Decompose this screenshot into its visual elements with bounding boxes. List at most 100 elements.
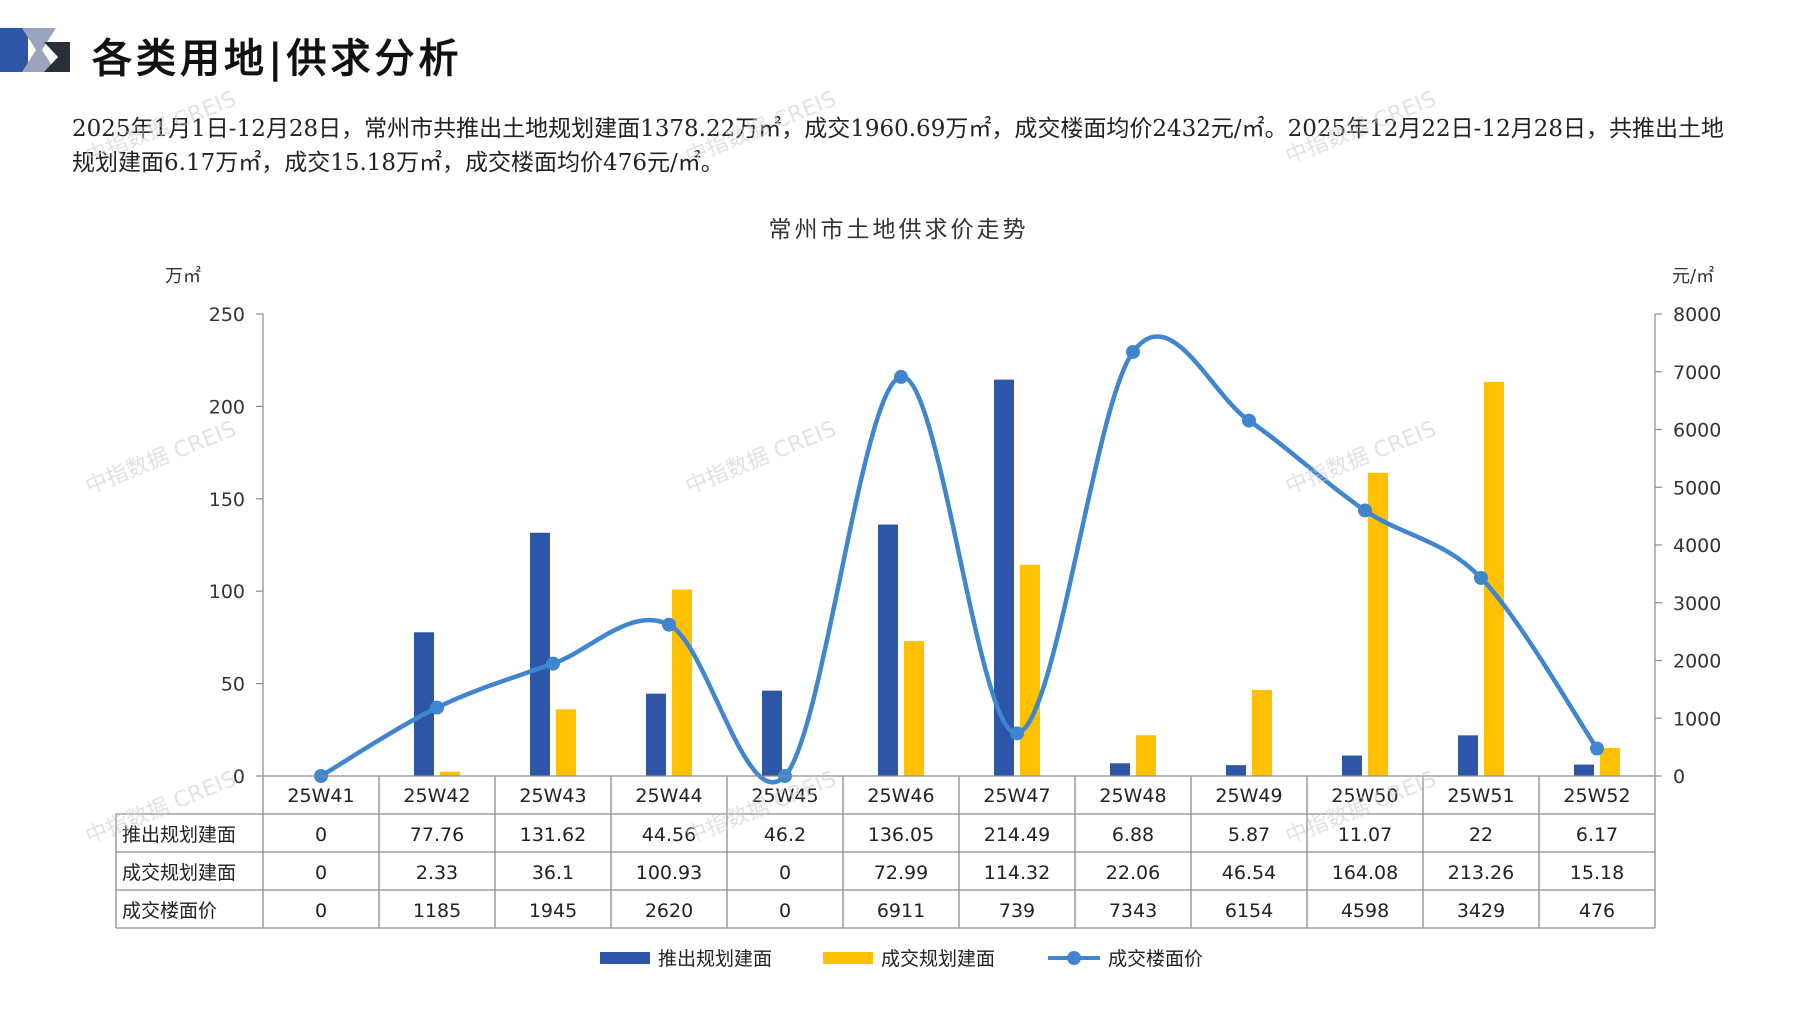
table-cell-3-25W46: 6911: [877, 900, 925, 922]
table-cell-3-25W45: 0: [779, 900, 791, 922]
table-cell-3-25W44: 2620: [645, 900, 693, 922]
table-row-header-2: 成交规划建面: [122, 862, 236, 884]
page-title: 各类用地|供求分析: [92, 35, 463, 82]
bar-supply-25W52: [1574, 764, 1594, 776]
table-cell-3-25W51: 3429: [1457, 900, 1505, 922]
x-tick-label-25W44: 25W44: [635, 785, 702, 807]
bar-supply-25W46: [878, 524, 898, 776]
table-cell-1-25W42: 77.76: [410, 824, 464, 846]
bar-deal-25W47: [1020, 564, 1040, 776]
point-price-25W51: [1474, 570, 1488, 585]
bar-deal-25W42: [440, 771, 460, 776]
table-cell-2-25W41: 0: [315, 862, 327, 884]
table-cell-1-25W45: 46.2: [764, 824, 806, 846]
point-price-25W49: [1242, 413, 1256, 428]
table-cell-1-25W51: 22: [1469, 824, 1493, 846]
bar-deal-25W50: [1368, 472, 1388, 776]
chart-title: 常州市土地供求价走势: [768, 217, 1029, 243]
bar-supply-25W43: [530, 532, 550, 776]
y-left-tick-label: 50: [221, 674, 245, 696]
table-cell-2-25W49: 46.54: [1222, 862, 1276, 884]
summary-text: 2025年1月1日-12月28日，常州市共推出土地规划建面1378.22万㎡，成…: [72, 116, 1724, 176]
table-cell-1-25W49: 5.87: [1228, 824, 1270, 846]
y-right-unit: 元/㎡: [1672, 265, 1714, 287]
table-cell-2-25W44: 100.93: [636, 862, 702, 884]
y-left-tick-label: 200: [209, 396, 245, 418]
x-tick-label-25W43: 25W43: [519, 785, 586, 807]
table-cell-3-25W52: 476: [1579, 900, 1615, 922]
table-cell-1-25W52: 6.17: [1576, 824, 1618, 846]
x-tick-label-25W45: 25W45: [751, 785, 818, 807]
x-tick-label-25W46: 25W46: [867, 785, 934, 807]
table-cell-1-25W44: 44.56: [642, 824, 696, 846]
point-price-25W47: [1010, 726, 1024, 741]
table-cell-3-25W49: 6154: [1225, 900, 1273, 922]
table-cell-2-25W43: 36.1: [532, 862, 574, 884]
legend-swatch-supply: [600, 952, 650, 964]
bar-supply-25W47: [994, 379, 1014, 776]
y-right-tick-label: 7000: [1673, 362, 1721, 384]
x-tick-label-25W49: 25W49: [1215, 785, 1282, 807]
table-cell-3-25W50: 4598: [1341, 900, 1389, 922]
y-left-unit: 万㎡: [165, 265, 201, 287]
bar-deal-25W52: [1600, 747, 1620, 776]
bar-supply-25W42: [414, 632, 434, 776]
y-left-tick-label: 150: [209, 489, 245, 511]
y-left-tick-label: 0: [233, 766, 245, 788]
point-price-25W42: [430, 700, 444, 715]
point-price-25W52: [1590, 741, 1604, 756]
legend-swatch-price-dot: [1067, 951, 1081, 965]
x-tick-label-25W41: 25W41: [287, 785, 354, 807]
table-cell-1-25W48: 6.88: [1112, 824, 1154, 846]
line-price: [319, 334, 1599, 785]
table-cell-2-25W52: 15.18: [1570, 862, 1624, 884]
y-right-tick-label: 6000: [1673, 420, 1721, 442]
bar-supply-25W44: [646, 693, 666, 776]
point-price-25W50: [1358, 503, 1372, 518]
y-right-tick-label: 1000: [1673, 708, 1721, 730]
bar-deal-25W43: [556, 709, 576, 776]
x-tick-label-25W50: 25W50: [1331, 785, 1398, 807]
bar-supply-25W50: [1342, 755, 1362, 776]
bar-deal-25W48: [1136, 735, 1156, 776]
x-tick-label-25W47: 25W47: [983, 785, 1050, 807]
y-right-tick-label: 2000: [1673, 651, 1721, 673]
logo-mark-icon: [0, 28, 70, 72]
table-cell-3-25W42: 1185: [413, 900, 461, 922]
legend-label-deal: 成交规划建面: [881, 948, 995, 970]
table-cell-3-25W41: 0: [315, 900, 327, 922]
header: 各类用地|供求分析: [0, 22, 1797, 82]
table-cell-2-25W42: 2.33: [416, 862, 458, 884]
table-row-header-1: 推出规划建面: [122, 824, 236, 846]
table-cell-1-25W41: 0: [315, 824, 327, 846]
x-tick-label-25W42: 25W42: [403, 785, 470, 807]
table-cell-2-25W46: 72.99: [874, 862, 928, 884]
y-right-tick-label: 3000: [1673, 593, 1721, 615]
y-right-tick-label: 4000: [1673, 535, 1721, 557]
point-price-25W43: [546, 656, 560, 671]
y-right-tick-label: 0: [1673, 766, 1685, 788]
y-right-tick-label: 5000: [1673, 477, 1721, 499]
x-tick-label-25W51: 25W51: [1447, 785, 1514, 807]
legend-label-supply: 推出规划建面: [658, 948, 772, 970]
bar-deal-25W51: [1484, 381, 1504, 776]
x-tick-label-25W52: 25W52: [1563, 785, 1630, 807]
table-cell-3-25W43: 1945: [529, 900, 577, 922]
bar-supply-25W48: [1110, 763, 1130, 776]
y-right-tick-label: 8000: [1673, 304, 1721, 326]
legend-swatch-deal: [823, 952, 873, 964]
bar-deal-25W46: [904, 641, 924, 776]
bar-deal-25W49: [1252, 689, 1272, 776]
table-cell-2-25W47: 114.32: [984, 862, 1050, 884]
x-tick-label-25W48: 25W48: [1099, 785, 1166, 807]
legend-label-price: 成交楼面价: [1108, 948, 1203, 970]
table-cell-2-25W50: 164.08: [1332, 862, 1398, 884]
y-left-tick-label: 250: [209, 304, 245, 326]
point-price-25W46: [894, 369, 908, 384]
table-cell-3-25W48: 7343: [1109, 900, 1157, 922]
table-cell-2-25W45: 0: [779, 862, 791, 884]
y-left-tick-label: 100: [209, 581, 245, 603]
table-cell-3-25W47: 739: [999, 900, 1035, 922]
point-price-25W44: [662, 617, 676, 632]
